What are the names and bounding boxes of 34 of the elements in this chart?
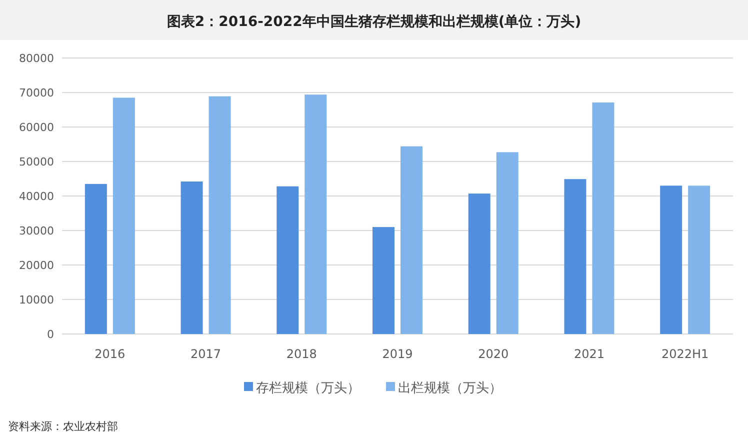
x-tick-label: 2017 [190, 347, 222, 361]
x-tick-label: 2020 [478, 347, 509, 361]
bar [660, 186, 682, 334]
y-tick-label: 30000 [19, 224, 54, 238]
bar [592, 102, 614, 334]
bar [112, 98, 135, 334]
y-tick-label: 20000 [19, 259, 54, 272]
bar [304, 94, 327, 334]
bar [180, 182, 203, 334]
y-tick-label: 80000 [19, 52, 54, 65]
y-tick-label: 0 [47, 328, 54, 341]
y-tick-label: 40000 [19, 190, 54, 203]
bar [468, 194, 490, 334]
bar [688, 186, 710, 334]
chart-title: 图表2：2016-2022年中国生猪存栏规模和出栏规模(单位：万头) [166, 14, 582, 30]
bar [400, 146, 422, 334]
x-tick-label: 2022H1 [661, 347, 709, 361]
y-tick-label: 50000 [19, 156, 54, 168]
legend-label: 存栏规模（万头） [256, 381, 360, 396]
bar [496, 152, 518, 334]
y-tick-label: 70000 [19, 86, 54, 100]
bar [208, 96, 231, 334]
y-tick-label: 10000 [19, 294, 54, 306]
y-tick-label: 60000 [19, 121, 54, 134]
x-tick-label: 2018 [286, 347, 317, 361]
text: 资料来源：农业农村部 [8, 420, 118, 433]
bar [276, 186, 299, 334]
bar [84, 184, 107, 334]
bar [372, 227, 394, 334]
legend-label: 出栏规模（万头） [398, 381, 502, 396]
x-tick-label: 2019 [382, 347, 413, 361]
bar [564, 179, 586, 334]
x-tick-label: 2016 [94, 347, 126, 361]
x-tick-label: 2021 [574, 347, 604, 361]
